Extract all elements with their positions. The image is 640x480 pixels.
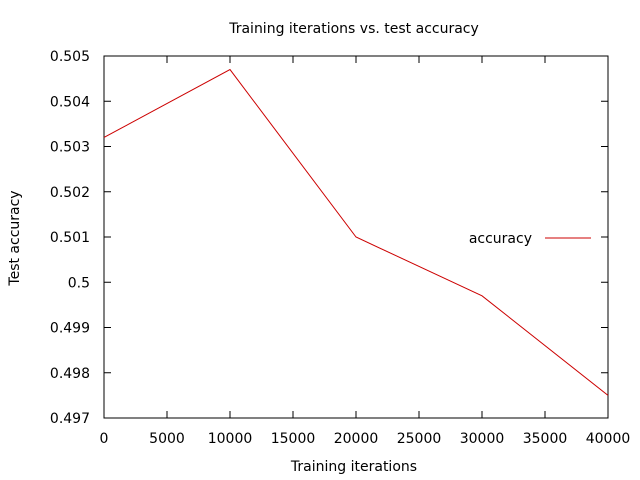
x-tick-label: 35000 <box>523 431 568 447</box>
y-tick-label: 0.498 <box>50 366 90 382</box>
x-tick-label: 0 <box>100 431 109 447</box>
x-axis-label: Training iterations <box>290 459 417 475</box>
legend: accuracy <box>469 231 591 247</box>
series-layer <box>103 68 609 396</box>
y-tick-label: 0.502 <box>50 185 90 201</box>
y-tick-label: 0.503 <box>50 140 90 156</box>
x-tick-label: 40000 <box>586 431 631 447</box>
x-tick-label: 15000 <box>271 431 316 447</box>
legend-label: accuracy <box>469 231 532 247</box>
chart-title: Training iterations vs. test accuracy <box>228 21 479 37</box>
y-tick-label: 0.499 <box>50 321 90 337</box>
series-line-accuracy <box>103 68 609 396</box>
x-tick-label: 30000 <box>460 431 505 447</box>
x-tick-label: 20000 <box>334 431 379 447</box>
y-tick-label: 0.5 <box>68 275 90 291</box>
x-tick-label: 25000 <box>397 431 442 447</box>
y-tick-label: 0.497 <box>50 411 90 427</box>
x-tick-label: 10000 <box>208 431 253 447</box>
x-axis: 0 5000 10000 15000 20000 25000 30000 35000 40000 <box>100 56 631 447</box>
y-tick-label: 0.505 <box>50 49 90 65</box>
y-tick-label: 0.501 <box>50 230 90 246</box>
y-tick-label: 0.504 <box>50 94 90 110</box>
y-axis: 0.497 0.498 0.499 0.5 0.501 0.502 0.503 0.504 0.… <box>50 49 608 427</box>
x-tick-label: 5000 <box>149 431 185 447</box>
y-axis-label: Test accuracy <box>7 190 23 286</box>
